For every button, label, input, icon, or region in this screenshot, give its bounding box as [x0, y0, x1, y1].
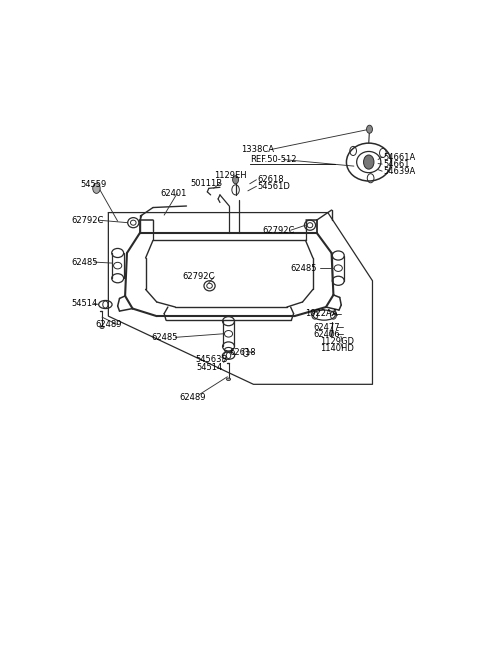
Text: 1129GD: 1129GD: [321, 337, 354, 346]
Text: 62489: 62489: [179, 394, 205, 402]
Text: 54514: 54514: [196, 363, 223, 372]
Text: 62792C: 62792C: [71, 216, 104, 224]
Text: 54514: 54514: [71, 299, 97, 308]
Text: 62792C: 62792C: [263, 226, 295, 235]
Circle shape: [367, 125, 372, 133]
Text: 62792C: 62792C: [183, 272, 215, 281]
Text: 54639A: 54639A: [384, 167, 416, 176]
Text: 50111B: 50111B: [190, 179, 222, 188]
Text: 54559: 54559: [81, 180, 107, 190]
Text: 62476: 62476: [313, 330, 339, 338]
Text: 1022AA: 1022AA: [305, 309, 338, 318]
Circle shape: [363, 155, 374, 169]
Text: 62618: 62618: [257, 175, 284, 184]
Text: 1140HD: 1140HD: [321, 344, 354, 353]
Text: 54561D: 54561D: [257, 182, 290, 191]
Text: REF.50-512: REF.50-512: [250, 155, 296, 164]
Text: 54661A: 54661A: [384, 152, 416, 161]
Text: 62618: 62618: [229, 348, 256, 357]
Text: 62401: 62401: [160, 189, 187, 198]
Text: 62489: 62489: [96, 320, 122, 329]
Text: 62477: 62477: [313, 323, 339, 332]
Ellipse shape: [227, 378, 230, 380]
Circle shape: [233, 176, 239, 184]
Text: 54563B: 54563B: [195, 354, 228, 363]
Text: 62485: 62485: [151, 333, 178, 342]
Circle shape: [329, 331, 334, 337]
Text: 62485: 62485: [290, 264, 317, 273]
Text: 1338CA: 1338CA: [241, 145, 274, 154]
Ellipse shape: [100, 326, 104, 329]
Text: 62485: 62485: [71, 258, 97, 266]
Circle shape: [93, 183, 100, 194]
Text: 54661: 54661: [384, 159, 410, 169]
Text: 1129EH: 1129EH: [215, 171, 247, 180]
